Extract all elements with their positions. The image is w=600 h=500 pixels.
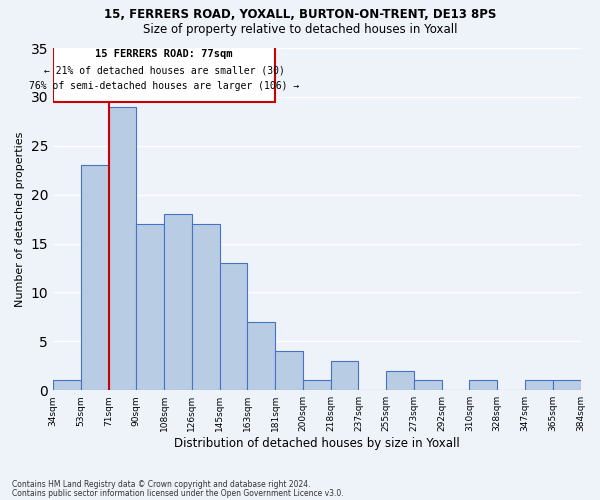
Bar (414, 380, 442, 390)
Bar (525, 380, 553, 390)
Bar (303, 380, 331, 390)
X-axis label: Distribution of detached houses by size in Yoxall: Distribution of detached houses by size … (174, 437, 460, 450)
Y-axis label: Number of detached properties: Number of detached properties (15, 132, 25, 307)
Bar (164, 214, 192, 390)
Text: 76% of semi-detached houses are larger (106) →: 76% of semi-detached houses are larger (… (29, 81, 299, 91)
Bar (136, 224, 164, 390)
Bar (220, 263, 247, 390)
Bar (81, 166, 109, 390)
Bar (386, 370, 414, 390)
Text: Contains public sector information licensed under the Open Government Licence v3: Contains public sector information licen… (12, 488, 344, 498)
Text: Size of property relative to detached houses in Yoxall: Size of property relative to detached ho… (143, 22, 457, 36)
Text: ← 21% of detached houses are smaller (30): ← 21% of detached houses are smaller (30… (44, 66, 284, 76)
Bar (553, 380, 581, 390)
Text: 15 FERRERS ROAD: 77sqm: 15 FERRERS ROAD: 77sqm (95, 49, 233, 59)
Text: Contains HM Land Registry data © Crown copyright and database right 2024.: Contains HM Land Registry data © Crown c… (12, 480, 311, 489)
Bar (331, 361, 358, 390)
Bar (109, 106, 136, 390)
Bar (192, 224, 220, 390)
FancyBboxPatch shape (53, 45, 275, 102)
Bar (469, 380, 497, 390)
Bar (247, 322, 275, 390)
Text: 15, FERRERS ROAD, YOXALL, BURTON-ON-TRENT, DE13 8PS: 15, FERRERS ROAD, YOXALL, BURTON-ON-TREN… (104, 8, 496, 20)
Bar (53, 380, 81, 390)
Bar (275, 351, 303, 390)
